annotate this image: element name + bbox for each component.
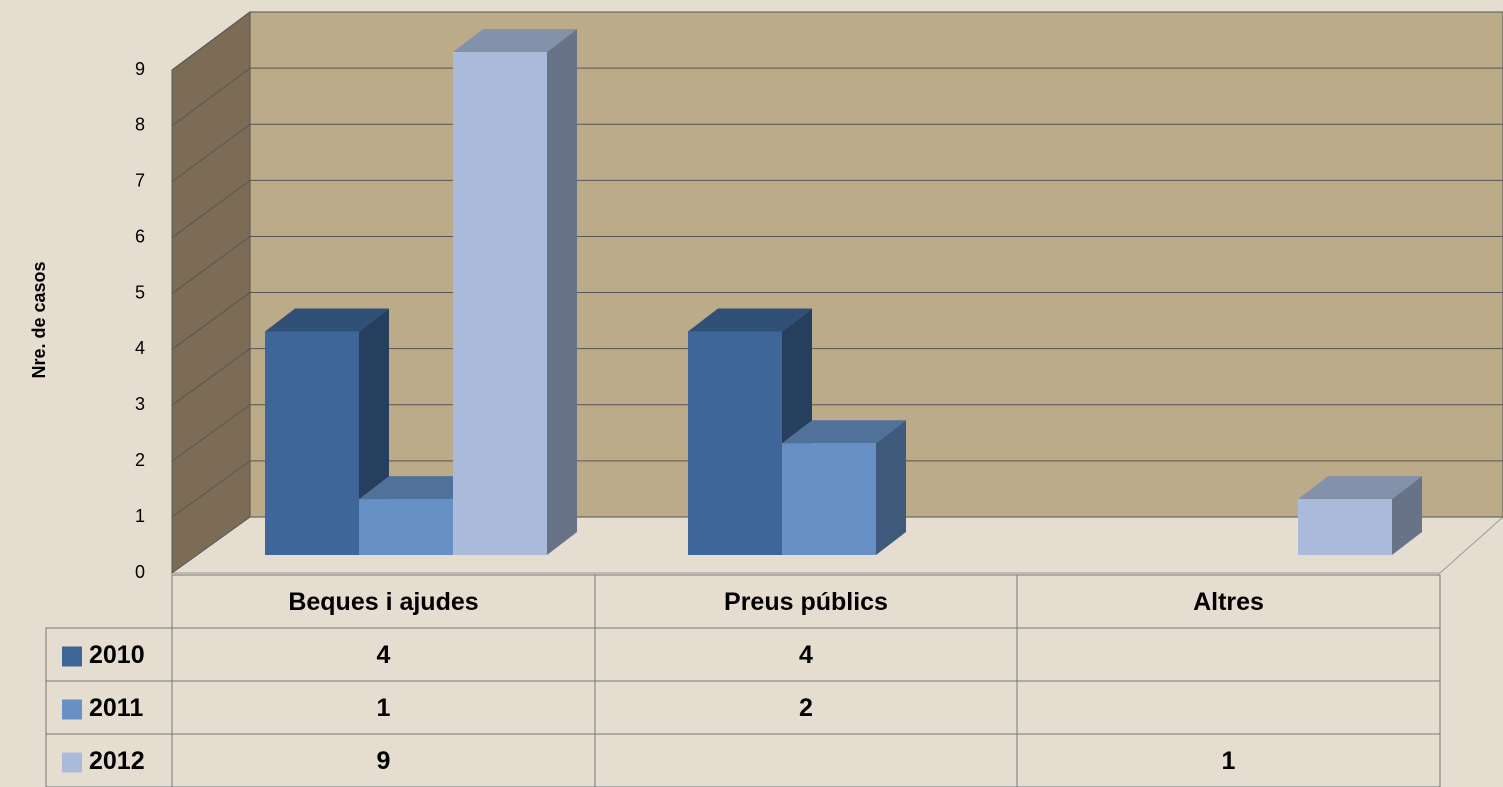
- y-tick-label: 5: [135, 282, 145, 302]
- bar-front: [453, 52, 547, 555]
- y-tick-label: 8: [135, 115, 145, 135]
- grid-line: [171, 516, 1503, 574]
- grid-line: [171, 67, 1503, 127]
- y-tick-label: 2: [135, 450, 145, 470]
- y-tick-label: 4: [135, 338, 145, 358]
- grid-line: [171, 179, 1503, 239]
- table-value: 1: [1222, 747, 1236, 775]
- grid-line: [171, 348, 1503, 406]
- bar: [1298, 476, 1422, 555]
- grid-line: [171, 292, 1503, 350]
- y-axis-label: Nre. de casos: [29, 261, 49, 378]
- table-value: 9: [377, 747, 391, 775]
- y-tick-label: 3: [135, 394, 145, 414]
- legend-swatch: [62, 646, 82, 667]
- grid-line: [171, 460, 1503, 518]
- bar-front: [359, 499, 453, 555]
- legend-swatch: [62, 752, 82, 773]
- grid-line: [171, 123, 1503, 183]
- table-value: 4: [377, 641, 391, 669]
- y-tick-label: 9: [135, 59, 145, 79]
- legend-label: 2011: [89, 694, 143, 722]
- table-header: Preus públics: [724, 588, 888, 616]
- bar-side: [876, 420, 906, 555]
- y-tick-label: 0: [135, 562, 145, 582]
- bar-front: [782, 443, 876, 555]
- table-value: 2: [799, 694, 813, 722]
- legend-label: 2012: [89, 747, 145, 775]
- y-tick-label: 1: [135, 506, 145, 526]
- legend-swatch: [62, 699, 82, 720]
- table-header: Altres: [1193, 588, 1264, 616]
- bar: [453, 29, 577, 555]
- bar-top: [265, 308, 389, 332]
- bar-top: [782, 420, 906, 444]
- bar-top: [1298, 476, 1422, 500]
- bar-front: [688, 331, 782, 555]
- table-value: 1: [377, 694, 391, 722]
- bar-top: [688, 308, 812, 332]
- bar: [782, 420, 906, 555]
- legend-label: 2010: [89, 641, 145, 669]
- grid-line: [171, 404, 1503, 462]
- grid-line: [171, 235, 1503, 294]
- bar-front: [265, 331, 359, 555]
- bar-front: [1298, 499, 1392, 555]
- y-tick-label: 6: [135, 226, 145, 246]
- bar-side: [547, 29, 577, 555]
- bar-top: [453, 29, 577, 52]
- bar-top: [359, 476, 483, 500]
- y-tick-label: 7: [135, 171, 145, 191]
- bar-side: [1392, 476, 1422, 555]
- table-value: 4: [799, 641, 813, 669]
- table-header: Beques i ajudes: [288, 588, 478, 616]
- grid-line: [171, 11, 1503, 71]
